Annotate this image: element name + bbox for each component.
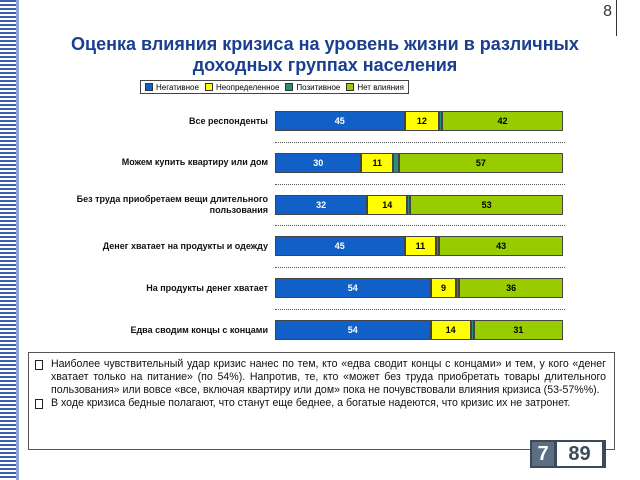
bar-segment: 12 (404, 111, 440, 131)
bar-segment: 36 (459, 278, 563, 299)
chart-title: Оценка влияния кризиса на уровень жизни … (71, 34, 579, 75)
decor-strip (0, 0, 16, 480)
legend-label: Нет влияния (357, 82, 404, 92)
bar-segment: 53 (410, 194, 563, 215)
bar-segment (439, 111, 443, 131)
bar-segment: 57 (398, 152, 563, 173)
bar-segment: 11 (361, 152, 394, 173)
category-label: Все респонденты (188, 115, 268, 126)
bar-segment: 11 (404, 236, 437, 257)
legend-item: Неопределенное (204, 82, 280, 92)
logo-text: 7 (532, 442, 554, 466)
bar-segment (470, 320, 474, 340)
legend-swatch (346, 83, 355, 91)
legend-swatch (204, 83, 213, 91)
divider (616, 0, 617, 36)
bar-segment: 45 (275, 111, 405, 131)
bullet: Наиболее чувствительный удар кризис нане… (35, 358, 606, 396)
bar-segment: 31 (473, 320, 563, 340)
bar-segment: 54 (275, 278, 431, 299)
legend-swatch (145, 83, 153, 91)
bar-segment: 43 (439, 236, 563, 257)
category-label: Без труда приобретаем вещи длительного п… (76, 193, 268, 215)
legend-swatch (285, 83, 294, 91)
logo-text: 89 (557, 442, 602, 466)
decor-strip (16, 0, 19, 480)
bar-segment (407, 194, 411, 215)
bar-segment: 42 (442, 111, 563, 131)
bar-segment: 32 (275, 194, 368, 215)
legend-item: Негативное (145, 83, 199, 92)
bullet: В ходе кризиса бедные полагают, что стан… (35, 397, 606, 410)
grid-line (275, 225, 565, 227)
bar-segment: 30 (275, 152, 362, 173)
grid-line (275, 183, 565, 185)
category-label: На продукты денег хватает (146, 282, 268, 293)
bar-segment: 54 (275, 320, 431, 340)
text-box: Наиболее чувствительный удар кризис нане… (28, 352, 615, 450)
bar-segment (393, 152, 399, 173)
legend-label: Позитивное (296, 82, 341, 92)
legend: Негативное Неопределенное Позитивное Нет вл… (140, 80, 409, 94)
bar-segment: 9 (430, 278, 457, 299)
bar-segment: 45 (275, 236, 405, 257)
category-label: Денег хватает на продукты и одежду (102, 240, 268, 251)
legend-label: Неопределенное (215, 82, 280, 92)
legend-label: Негативное (156, 82, 199, 92)
bar-segment (436, 236, 440, 257)
grid-line (275, 141, 565, 143)
logo: 7 89 (530, 440, 606, 468)
grid-line (275, 309, 565, 310)
bar-segment: 14 (430, 320, 471, 340)
category-label: Едва сводим концы с концами (130, 324, 268, 335)
grid-line (275, 267, 565, 269)
legend-item: Позитивное (285, 83, 340, 92)
bar-segment: 14 (367, 194, 408, 215)
category-label: Можем купить квартиру или дом (121, 157, 268, 168)
legend-item: Нет влияния (346, 83, 404, 92)
slide-number: 8 (603, 3, 612, 20)
bar-segment (456, 278, 460, 299)
